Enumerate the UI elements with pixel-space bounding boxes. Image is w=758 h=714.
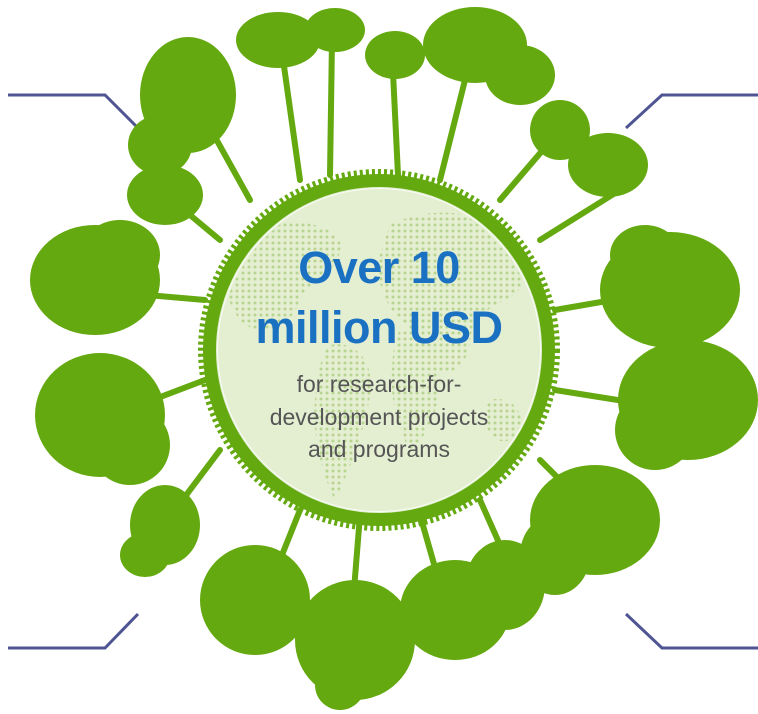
subtext-line-2: development projects (269, 404, 489, 430)
connector-lines (8, 93, 758, 650)
subtext-line-3: and programs (308, 436, 450, 462)
headline-amount-line-2: million USD (255, 302, 503, 353)
world-map-globe (216, 187, 542, 513)
subtext-line-1: for research-for- (296, 371, 462, 397)
headline-amount-line-1: Over 10 (298, 242, 460, 293)
